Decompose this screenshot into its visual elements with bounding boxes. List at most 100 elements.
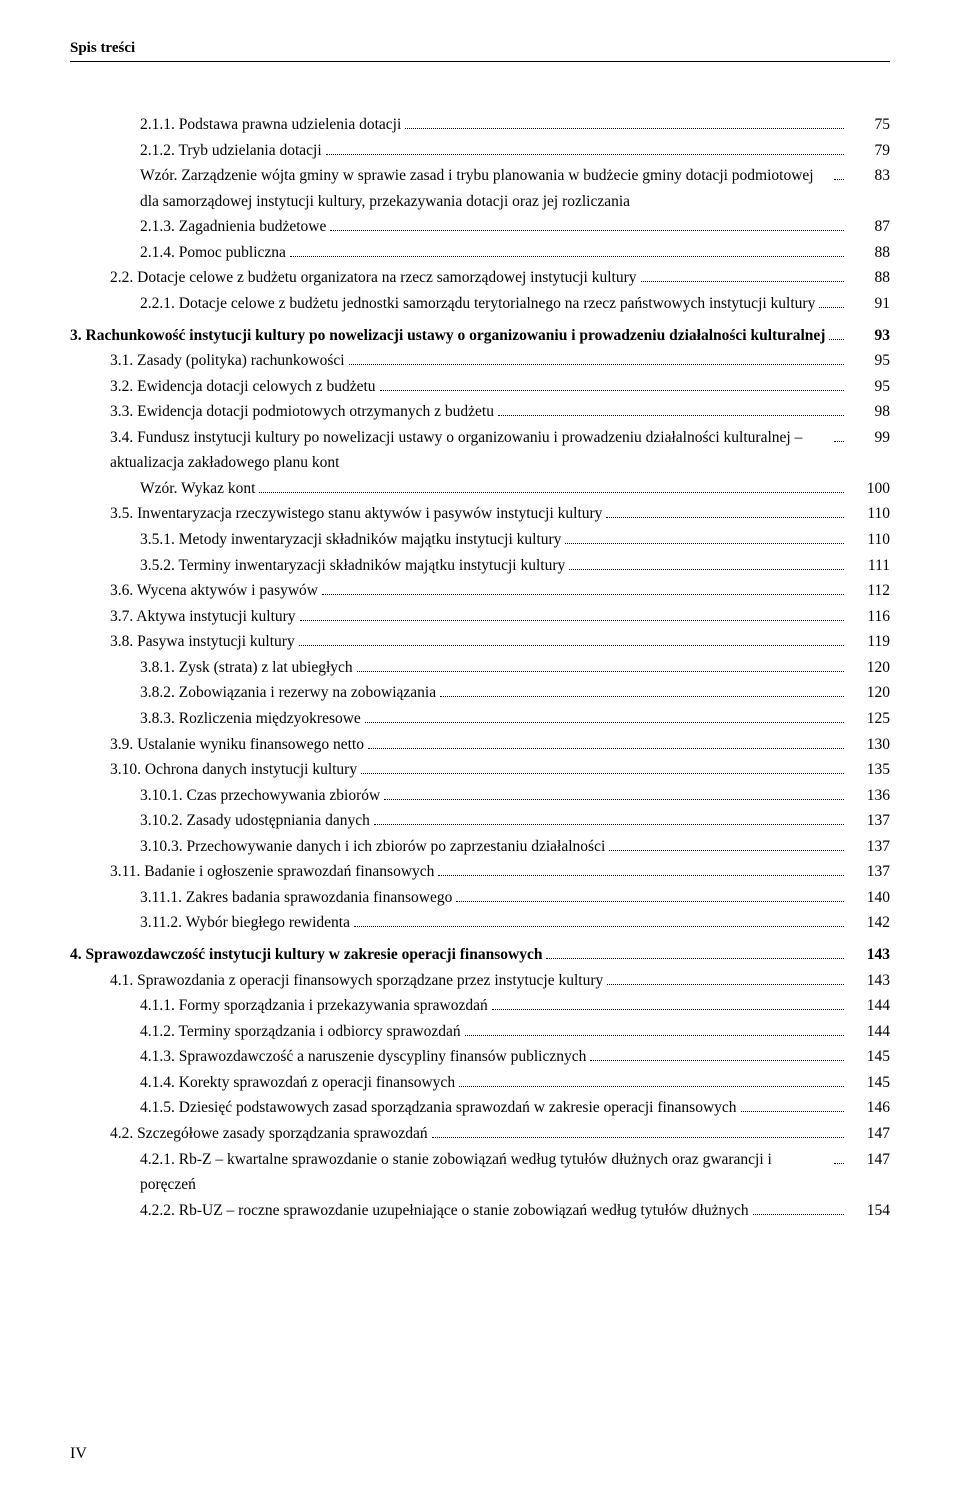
toc-entry-text: Wzór. Zarządzenie wójta gminy w sprawie … <box>140 163 830 214</box>
toc-entry-text: 3.5.1. Metody inwentaryzacji składników … <box>140 527 561 553</box>
toc-entry-page: 120 <box>848 655 890 681</box>
toc-entry-page: 137 <box>848 834 890 860</box>
page-header: Spis treści <box>70 40 890 62</box>
toc-entry: 3.8. Pasywa instytucji kultury 119 <box>70 629 890 655</box>
toc-entry: 3.9. Ustalanie wyniku finansowego netto 1… <box>70 732 890 758</box>
toc-entry-page: 130 <box>848 732 890 758</box>
toc-entry: 4.2. Szczegółowe zasady sporządzania spr… <box>70 1121 890 1147</box>
dot-leader <box>459 1086 844 1087</box>
dot-leader <box>365 722 844 723</box>
dot-leader <box>349 364 844 365</box>
toc-entry: 4.1.2. Terminy sporządzania i odbiorcy s… <box>70 1019 890 1045</box>
toc-entry-page: 143 <box>848 968 890 994</box>
toc-entry: 2.1.4. Pomoc publiczna 88 <box>70 240 890 266</box>
dot-leader <box>834 1163 844 1164</box>
dot-leader <box>440 696 844 697</box>
dot-leader <box>546 958 844 959</box>
toc-entry-text: 2.1.4. Pomoc publiczna <box>140 240 286 266</box>
toc-entry: 4.1.1. Formy sporządzania i przekazywani… <box>70 993 890 1019</box>
toc-entry-page: 99 <box>848 425 890 451</box>
dot-leader <box>498 415 844 416</box>
dot-leader <box>259 492 844 493</box>
toc-entry: 2.2.1. Dotacje celowe z budżetu jednostk… <box>70 291 890 317</box>
toc-entry-page: 110 <box>848 527 890 553</box>
toc-entry: 4.2.1. Rb-Z – kwartalne sprawozdanie o s… <box>70 1147 890 1198</box>
dot-leader <box>330 230 844 231</box>
toc-entry-text: 2.1.2. Tryb udzielania dotacji <box>140 138 322 164</box>
toc-entry-text: 3.8.1. Zysk (strata) z lat ubiegłych <box>140 655 353 681</box>
toc-entry-page: 147 <box>848 1147 890 1173</box>
toc-entry: 3.5. Inwentaryzacja rzeczywistego stanu … <box>70 501 890 527</box>
toc-entry-page: 137 <box>848 859 890 885</box>
toc-entry-page: 100 <box>848 476 890 502</box>
toc-entry-text: 2.1.1. Podstawa prawna udzielenia dotacj… <box>140 112 401 138</box>
toc-entry-page: 91 <box>848 291 890 317</box>
toc-entry-page: 136 <box>848 783 890 809</box>
toc-entry: 3.11.2. Wybór biegłego rewidenta 142 <box>70 910 890 936</box>
toc-entry-text: 2.1.3. Zagadnienia budżetowe <box>140 214 326 240</box>
dot-leader <box>565 543 844 544</box>
toc-entry-text: 3.3. Ewidencja dotacji podmiotowych otrz… <box>110 399 494 425</box>
toc-entry-text: 2.2.1. Dotacje celowe z budżetu jednostk… <box>140 291 815 317</box>
toc-entry-page: 137 <box>848 808 890 834</box>
toc-entry-text: 4.1. Sprawozdania z operacji finansowych… <box>110 968 603 994</box>
toc-entry-text: 4.1.1. Formy sporządzania i przekazywani… <box>140 993 488 1019</box>
toc-entry-text: 3.8.3. Rozliczenia międzyokresowe <box>140 706 361 732</box>
toc-entry: 3.5.1. Metody inwentaryzacji składników … <box>70 527 890 553</box>
toc-entry: 3.10. Ochrona danych instytucji kultury1… <box>70 757 890 783</box>
dot-leader <box>741 1111 844 1112</box>
dot-leader <box>819 307 844 308</box>
toc-entry-text: 3.10.3. Przechowywanie danych i ich zbio… <box>140 834 605 860</box>
toc-entry: 4.2.2. Rb-UZ – roczne sprawozdanie uzupe… <box>70 1198 890 1224</box>
toc-entry-page: 146 <box>848 1095 890 1121</box>
toc-entry-text: 3.11.2. Wybór biegłego rewidenta <box>140 910 350 936</box>
toc-entry-page: 88 <box>848 265 890 291</box>
toc-entry-page: 142 <box>848 910 890 936</box>
toc-entry-page: 111 <box>848 553 890 579</box>
dot-leader <box>456 901 844 902</box>
toc-entry-text: 3.5. Inwentaryzacja rzeczywistego stanu … <box>110 501 602 527</box>
dot-leader <box>432 1137 844 1138</box>
toc-entry-text: 3.2. Ewidencja dotacji celowych z budżet… <box>110 374 376 400</box>
toc-entry-page: 125 <box>848 706 890 732</box>
toc-entry: 3.10.3. Przechowywanie danych i ich zbio… <box>70 834 890 860</box>
toc-entry: 3.11.1. Zakres badania sprawozdania fina… <box>70 885 890 911</box>
toc-entry-text: 3.9. Ustalanie wyniku finansowego netto <box>110 732 364 758</box>
toc-entry: 4. Sprawozdawczość instytucji kultury w … <box>70 942 890 968</box>
toc-entry-text: 2.2. Dotacje celowe z budżetu organizato… <box>110 265 637 291</box>
toc-entry-text: 4.2.2. Rb-UZ – roczne sprawozdanie uzupe… <box>140 1198 749 1224</box>
toc-entry: 3.8.2. Zobowiązania i rezerwy na zobowią… <box>70 680 890 706</box>
toc-entry: 3.7. Aktywa instytucji kultury 116 <box>70 604 890 630</box>
toc-entry-page: 119 <box>848 629 890 655</box>
dot-leader <box>368 748 844 749</box>
toc-entry: 3.8.3. Rozliczenia międzyokresowe 125 <box>70 706 890 732</box>
dot-leader <box>374 824 844 825</box>
dot-leader <box>299 645 844 646</box>
toc-entry-page: 88 <box>848 240 890 266</box>
page-content: Spis treści 2.1.1. Podstawa prawna udzie… <box>0 0 960 1263</box>
toc-entry-text: 4.1.5. Dziesięć podstawowych zasad sporz… <box>140 1095 737 1121</box>
toc-entry-page: 98 <box>848 399 890 425</box>
toc-entry: 4.1.5. Dziesięć podstawowych zasad sporz… <box>70 1095 890 1121</box>
toc-entry-page: 116 <box>848 604 890 630</box>
toc-entry: 3.11. Badanie i ogłoszenie sprawozdań fi… <box>70 859 890 885</box>
dot-leader <box>569 569 844 570</box>
dot-leader <box>834 179 844 180</box>
toc-entry-text: 3.8. Pasywa instytucji kultury <box>110 629 295 655</box>
toc-entry-page: 147 <box>848 1121 890 1147</box>
dot-leader <box>361 773 844 774</box>
toc-entry-text: 4.1.4. Korekty sprawozdań z operacji fin… <box>140 1070 455 1096</box>
toc-entry-text: 3.7. Aktywa instytucji kultury <box>110 604 296 630</box>
dot-leader <box>492 1009 844 1010</box>
toc-entry-page: 143 <box>848 942 890 968</box>
toc-entry: Wzór. Wykaz kont100 <box>70 476 890 502</box>
toc-entry: 3.4. Fundusz instytucji kultury po nowel… <box>70 425 890 476</box>
toc-entry-page: 79 <box>848 138 890 164</box>
toc-entry-text: 4.2.1. Rb-Z – kwartalne sprawozdanie o s… <box>140 1147 830 1198</box>
dot-leader <box>357 671 844 672</box>
dot-leader <box>829 339 844 340</box>
dot-leader <box>322 594 844 595</box>
toc-entry-page: 83 <box>848 163 890 189</box>
toc-entry: 4.1.3. Sprawozdawczość a naruszenie dysc… <box>70 1044 890 1070</box>
toc-entry-text: 3.6. Wycena aktywów i pasywów <box>110 578 318 604</box>
